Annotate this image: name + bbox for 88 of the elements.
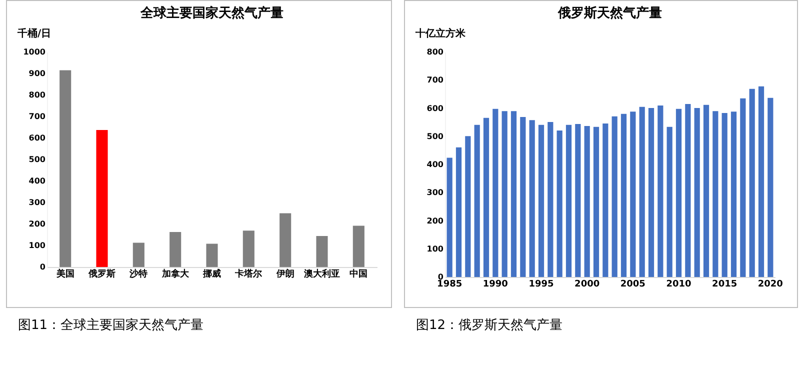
bar [722,113,728,277]
bar [685,104,691,277]
x-tick-label: 挪威 [202,268,221,280]
y-tick-label: 200 [426,216,444,226]
bar [630,112,636,277]
chart-title: 俄罗斯天然气产量 [557,5,662,21]
y-axis-title: 十亿立方米 [414,28,466,40]
bar [712,111,718,277]
bar [538,124,544,277]
y-tick-label: 1000 [23,48,46,56]
chart-title: 全球主要国家天然气产量 [140,5,284,21]
y-tick-label: 600 [426,104,444,113]
bar [730,112,737,277]
x-tick-label: 2020 [758,280,783,290]
bar [132,242,144,267]
y-tick-label: 100 [426,244,444,254]
x-tick-label: 加拿大 [160,268,190,280]
x-tick-label: 1990 [482,280,508,290]
x-tick-label: 1985 [437,280,462,290]
bar [676,108,682,277]
bar [575,124,581,277]
bar [566,124,572,277]
x-tick-label: 1995 [528,280,554,290]
bar [242,230,254,267]
x-tick-label: 沙特 [128,268,148,280]
y-tick-label: 900 [28,69,46,78]
bar [593,126,600,277]
bar [170,232,182,267]
bar [749,88,755,277]
x-tick-label: 中国 [350,268,368,280]
y-tick-label: 700 [28,112,46,121]
bar [483,118,490,277]
y-tick-label: 800 [28,90,46,100]
y-tick-label: 400 [426,160,444,169]
bar [456,147,462,277]
y-tick-label: 300 [426,188,444,198]
bar [548,122,554,277]
bar [520,116,526,277]
y-tick-label: 0 [438,272,444,282]
x-tick-label: 2010 [666,280,692,290]
bar [529,120,535,277]
bar [502,111,508,277]
y-tick-label: 500 [28,155,46,164]
x-tick-label: 卡塔尔 [234,268,264,280]
y-tick-label: 500 [426,132,444,141]
bar [510,111,517,277]
y-tick-label: 300 [28,198,46,207]
x-tick-label: 2000 [574,280,600,290]
caption: 图11：全球主要国家天然气产量 [18,317,205,335]
bar [703,104,710,277]
x-tick-label: 2005 [620,280,646,290]
bar [465,136,471,277]
bar [446,158,452,277]
bar [648,108,654,277]
bar [316,236,328,267]
bar [639,106,645,277]
x-tick-label: 俄罗斯 [88,268,116,280]
x-tick-label: 美国 [55,268,74,280]
y-tick-label: 800 [426,48,444,56]
bar [666,126,672,277]
y-tick-label: 0 [40,262,46,272]
bar [694,108,700,277]
y-tick-label: 100 [28,241,46,250]
y-tick-label: 200 [28,220,46,228]
bar [602,123,608,277]
bar [474,124,480,277]
bar [612,116,618,277]
x-tick-label: 2015 [712,280,738,290]
bar [584,126,590,277]
bar [768,98,774,277]
bar [740,98,746,277]
caption: 图12：俄罗斯天然气产量 [416,317,564,335]
bar [620,114,627,277]
y-tick-label: 700 [426,76,444,85]
y-axis-title: 千桶/日 [16,28,52,40]
y-tick-label: 600 [28,134,46,142]
bar [658,105,664,277]
bar [206,244,218,267]
bar [352,226,364,267]
bar [492,108,498,277]
y-tick-label: 400 [28,176,46,186]
x-tick-label: 伊朗 [275,268,294,280]
bar [556,130,562,277]
bar [96,130,108,267]
bar [758,86,764,277]
x-tick-label: 澳大利亚 [303,268,340,280]
bar [60,70,72,267]
bar [280,213,292,267]
